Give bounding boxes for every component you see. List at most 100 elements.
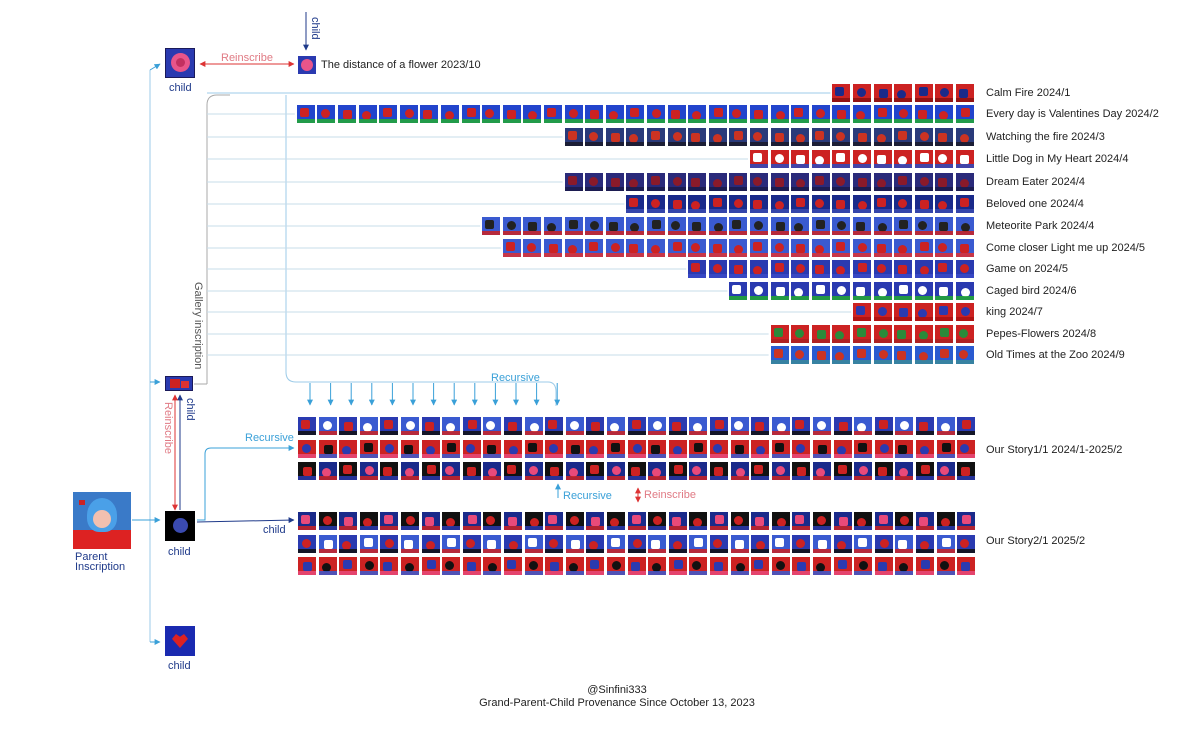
artwork-thumb[interactable] <box>916 512 934 530</box>
artwork-thumb[interactable] <box>771 462 790 480</box>
artwork-thumb[interactable] <box>605 105 624 123</box>
artwork-thumb[interactable] <box>935 150 954 168</box>
artwork-thumb[interactable] <box>667 128 686 146</box>
artwork-thumb[interactable] <box>791 150 810 168</box>
artwork-thumb[interactable] <box>956 195 974 213</box>
artwork-thumb[interactable] <box>442 512 461 530</box>
artwork-thumb[interactable] <box>895 512 914 530</box>
artwork-thumb[interactable] <box>585 128 604 146</box>
artwork-thumb[interactable] <box>957 462 976 480</box>
artwork-thumb[interactable] <box>359 557 378 575</box>
artwork-thumb[interactable] <box>874 439 893 458</box>
artwork-thumb[interactable] <box>853 260 871 278</box>
artwork-thumb[interactable] <box>832 173 851 191</box>
artwork-thumb[interactable] <box>914 128 933 146</box>
artwork-thumb[interactable] <box>853 303 871 321</box>
artwork-thumb[interactable] <box>730 439 749 458</box>
artwork-thumb[interactable] <box>832 260 851 278</box>
artwork-thumb[interactable] <box>914 260 933 278</box>
artwork-thumb[interactable] <box>874 534 893 553</box>
artwork-thumb[interactable] <box>792 512 811 530</box>
artwork-thumb[interactable] <box>833 557 852 575</box>
artwork-thumb[interactable] <box>873 217 892 235</box>
artwork-thumb[interactable] <box>586 557 605 575</box>
artwork-thumb[interactable] <box>668 439 687 458</box>
artwork-thumb[interactable] <box>750 150 768 168</box>
artwork-thumb[interactable] <box>751 462 770 480</box>
artwork-thumb[interactable] <box>708 105 727 123</box>
artwork-thumb[interactable] <box>750 260 768 278</box>
artwork-thumb[interactable] <box>585 173 604 191</box>
artwork-thumb[interactable] <box>421 557 440 575</box>
artwork-thumb[interactable] <box>936 534 955 553</box>
artwork-thumb[interactable] <box>771 512 790 530</box>
artwork-thumb[interactable] <box>318 512 337 530</box>
artwork-thumb[interactable] <box>894 128 913 146</box>
artwork-thumb[interactable] <box>688 105 707 123</box>
artwork-thumb[interactable] <box>853 239 871 257</box>
artwork-thumb[interactable] <box>935 260 954 278</box>
artwork-thumb[interactable] <box>854 417 873 435</box>
bottom-child-thumb[interactable] <box>165 626 195 656</box>
artwork-thumb[interactable] <box>627 439 646 458</box>
artwork-thumb[interactable] <box>811 325 830 343</box>
artwork-thumb[interactable] <box>956 260 974 278</box>
artwork-thumb[interactable] <box>792 462 811 480</box>
artwork-thumb[interactable] <box>935 105 954 123</box>
artwork-thumb[interactable] <box>770 173 789 191</box>
artwork-thumb[interactable] <box>586 534 605 553</box>
artwork-thumb[interactable] <box>502 239 521 257</box>
artwork-thumb[interactable] <box>667 217 686 235</box>
artwork-thumb[interactable] <box>770 128 789 146</box>
artwork-thumb[interactable] <box>729 217 748 235</box>
artwork-thumb[interactable] <box>668 417 687 435</box>
artwork-thumb[interactable] <box>667 105 686 123</box>
artwork-thumb[interactable] <box>462 439 481 458</box>
artwork-thumb[interactable] <box>813 557 831 575</box>
artwork-thumb[interactable] <box>627 512 646 530</box>
artwork-thumb[interactable] <box>421 439 440 458</box>
artwork-thumb[interactable] <box>833 534 852 553</box>
artwork-thumb[interactable] <box>668 534 687 553</box>
artwork-thumb[interactable] <box>935 128 954 146</box>
artwork-thumb[interactable] <box>399 105 418 123</box>
artwork-thumb[interactable] <box>504 417 522 435</box>
artwork-thumb[interactable] <box>729 128 748 146</box>
artwork-thumb[interactable] <box>626 105 645 123</box>
artwork-thumb[interactable] <box>380 417 399 435</box>
artwork-thumb[interactable] <box>791 217 810 235</box>
artwork-thumb[interactable] <box>894 282 913 300</box>
artwork-thumb[interactable] <box>916 534 934 553</box>
artwork-thumb[interactable] <box>873 303 892 321</box>
artwork-thumb[interactable] <box>813 417 831 435</box>
artwork-thumb[interactable] <box>895 557 914 575</box>
artwork-thumb[interactable] <box>853 173 871 191</box>
artwork-thumb[interactable] <box>689 534 708 553</box>
artwork-thumb[interactable] <box>957 557 976 575</box>
artwork-thumb[interactable] <box>585 105 604 123</box>
artwork-thumb[interactable] <box>854 439 873 458</box>
artwork-thumb[interactable] <box>956 325 974 343</box>
artwork-thumb[interactable] <box>442 439 461 458</box>
artwork-thumb[interactable] <box>832 217 851 235</box>
artwork-thumb[interactable] <box>792 557 811 575</box>
artwork-thumb[interactable] <box>832 195 851 213</box>
artwork-thumb[interactable] <box>853 195 871 213</box>
artwork-thumb[interactable] <box>524 439 543 458</box>
artwork-thumb[interactable] <box>935 282 954 300</box>
artwork-thumb[interactable] <box>689 417 708 435</box>
artwork-thumb[interactable] <box>298 439 316 458</box>
artwork-thumb[interactable] <box>894 105 913 123</box>
artwork-thumb[interactable] <box>401 439 419 458</box>
artwork-thumb[interactable] <box>811 173 830 191</box>
artwork-thumb[interactable] <box>894 260 913 278</box>
artwork-thumb[interactable] <box>545 534 564 553</box>
artwork-thumb[interactable] <box>832 325 851 343</box>
artwork-thumb[interactable] <box>935 195 954 213</box>
artwork-thumb[interactable] <box>442 534 461 553</box>
artwork-thumb[interactable] <box>914 239 933 257</box>
artwork-thumb[interactable] <box>914 282 933 300</box>
artwork-thumb[interactable] <box>627 417 646 435</box>
artwork-thumb[interactable] <box>730 557 749 575</box>
artwork-thumb[interactable] <box>813 512 831 530</box>
